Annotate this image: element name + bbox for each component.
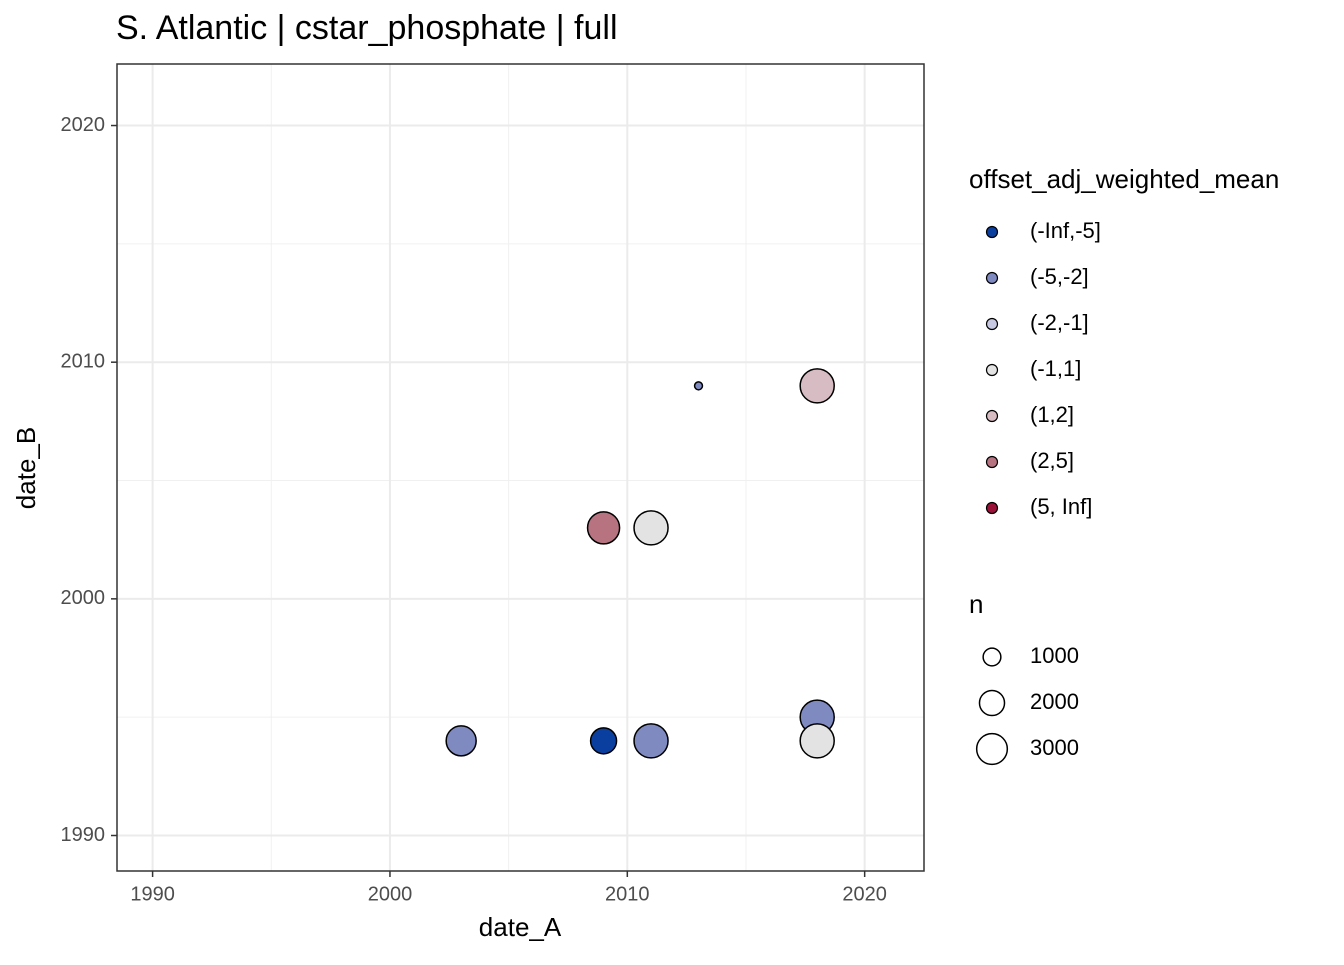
point [586, 511, 621, 545]
legend-key [985, 409, 999, 423]
legend-label: (5, Inf] [1030, 494, 1092, 519]
legend-key [985, 225, 999, 239]
legend-key [985, 455, 999, 469]
x-tick-label: 1990 [130, 883, 175, 905]
legend-key [985, 317, 999, 331]
size-legend-label: 2000 [1030, 689, 1079, 714]
y-tick-label: 2020 [61, 114, 106, 136]
point [799, 723, 835, 759]
x-tick-label: 2010 [605, 883, 650, 905]
point [445, 725, 477, 757]
size-legend-key [978, 689, 1006, 717]
point [693, 381, 704, 391]
legend-label: (-Inf,-5] [1030, 218, 1101, 243]
y-axis-label: date_B [11, 427, 41, 509]
point [633, 510, 669, 546]
plot-panel [117, 64, 924, 871]
point [633, 723, 669, 759]
legend-key [985, 271, 999, 285]
y-tick-label: 2010 [61, 350, 106, 372]
y-tick-label: 1990 [61, 824, 106, 846]
legend-title: offset_adj_weighted_mean [969, 164, 1279, 194]
y-tick-label: 2000 [61, 587, 106, 609]
legend-label: (-1,1] [1030, 356, 1081, 381]
size-legend-title: n [969, 589, 983, 619]
legend-label: (2,5] [1030, 448, 1074, 473]
panel-border [116, 63, 925, 872]
point [799, 368, 835, 404]
size-legend-label: 3000 [1030, 735, 1079, 760]
size-legend-label: 1000 [1030, 643, 1079, 668]
size-legend-key [982, 647, 1002, 667]
legend-key [985, 363, 999, 377]
x-axis-label: date_A [479, 912, 562, 942]
legend-label: (-5,-2] [1030, 264, 1089, 289]
point [589, 727, 618, 755]
legend-label: (1,2] [1030, 402, 1074, 427]
legend-label: (-2,-1] [1030, 310, 1089, 335]
chart-title: S. Atlantic | cstar_phosphate | full [116, 9, 618, 47]
x-tick-label: 2000 [368, 883, 413, 905]
legend-key [985, 501, 999, 515]
x-tick-label: 2020 [842, 883, 887, 905]
size-legend-key [975, 732, 1009, 766]
